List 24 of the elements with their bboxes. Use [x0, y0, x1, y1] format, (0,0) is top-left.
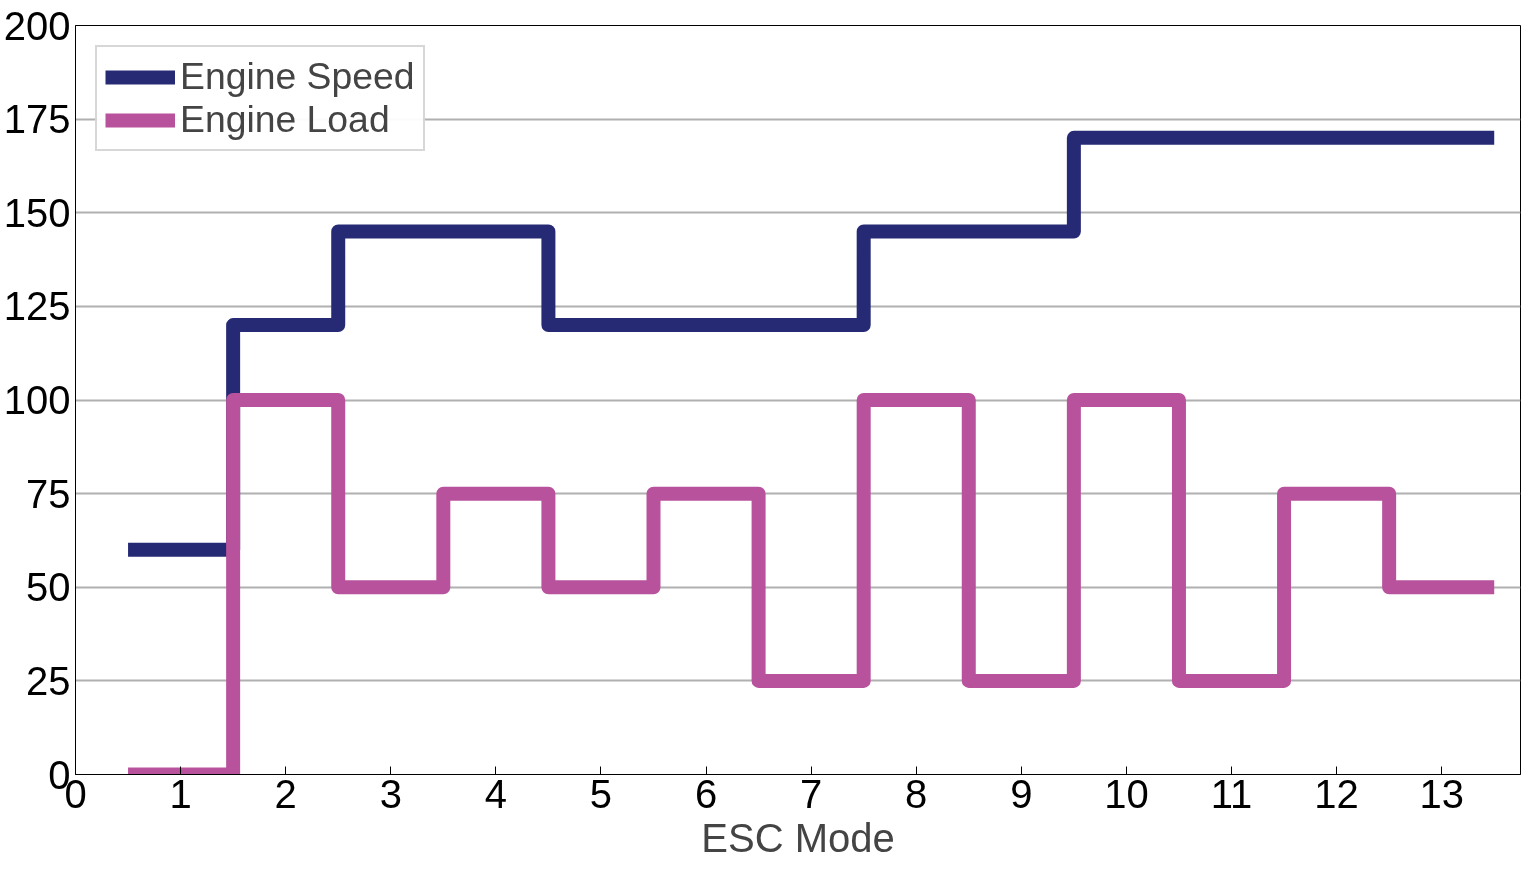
x-tick-label: 10 [1104, 771, 1149, 816]
x-tick-label: 13 [1419, 771, 1464, 816]
x-tick-label: 12 [1314, 771, 1359, 816]
x-tick-label: 6 [694, 771, 718, 816]
x-axis-title: ESC Mode [701, 815, 895, 860]
legend-label: Engine Load [180, 98, 390, 141]
legend-label: Engine Speed [180, 55, 415, 98]
y-tick-label: 25 [26, 658, 71, 703]
x-tick-label: 4 [484, 771, 507, 816]
x-tick-label: 7 [800, 771, 823, 816]
x-tick-label: 9 [1010, 771, 1033, 816]
y-tick-label: 150 [3, 190, 71, 235]
y-tick-label: 200 [3, 3, 71, 48]
x-tick-label: 3 [379, 771, 402, 816]
y-tick-label: 125 [3, 284, 71, 329]
y-tick-label: 100 [3, 378, 71, 422]
x-tick-label: 5 [589, 771, 613, 816]
y-tick-label: 50 [26, 565, 71, 610]
x-tick-label: 1 [169, 771, 192, 816]
x-tick-label: 2 [274, 771, 297, 816]
x-tick-label: 8 [905, 771, 928, 816]
x-tick-label: 11 [1210, 771, 1253, 816]
y-tick-label: 75 [26, 471, 71, 516]
y-tick-label: 175 [3, 97, 71, 142]
